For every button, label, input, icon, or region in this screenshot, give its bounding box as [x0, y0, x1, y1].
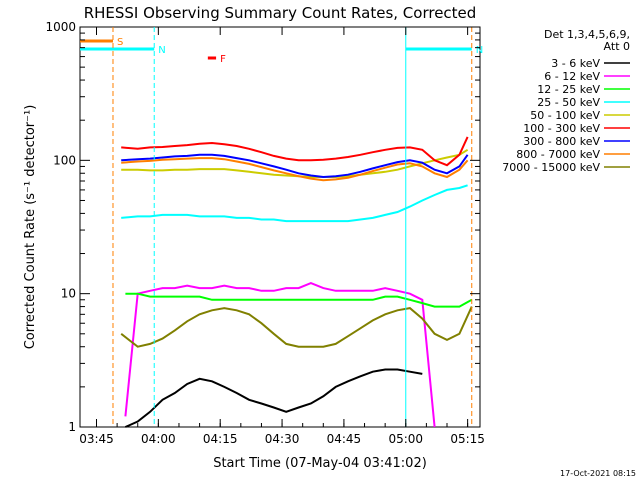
- x-tick-label-4: 04:45: [327, 432, 362, 446]
- series-line-8: [120, 306, 473, 348]
- x-axis-label: Start Time (07-May-04 03:41:02): [213, 456, 427, 471]
- legend-header-1: Att 0: [604, 40, 630, 53]
- series-line-6: [121, 153, 469, 179]
- generation-date: 17-Oct-2021 08:15: [560, 469, 636, 478]
- y-axis-label: Corrected Count Rate (s⁻¹ detector⁻¹): [23, 105, 38, 350]
- legend-label-7: 800 - 7000 keV: [516, 148, 600, 161]
- series-line-0: [124, 368, 423, 428]
- flag-label-0: S: [117, 37, 123, 48]
- plot-frame: [79, 26, 481, 428]
- time-markers: [112, 27, 473, 427]
- series-line-5: [121, 136, 469, 167]
- series-line-1: [124, 282, 436, 428]
- y-tick-label-0: 1: [68, 420, 76, 434]
- legend-label-6: 300 - 800 keV: [523, 135, 600, 148]
- axes: 03:45 04:00 04:15 04:30 04:45 05:00 05:15 1 10 10…: [45, 20, 484, 446]
- flag-label-3: N: [476, 45, 483, 56]
- legend-label-5: 100 - 300 keV: [523, 122, 600, 135]
- legend-label-1: 6 - 12 keV: [544, 70, 600, 83]
- x-tick-label-2: 04:15: [203, 432, 238, 446]
- series-lines: [120, 136, 473, 428]
- y-tick-label-3: 1000: [45, 20, 76, 34]
- legend-label-3: 25 - 50 keV: [537, 96, 600, 109]
- x-tick-label-3: 04:30: [265, 432, 300, 446]
- x-tick-label-5: 05:00: [388, 432, 423, 446]
- series-line-7: [121, 157, 469, 182]
- legend-header-0: Det 1,3,4,5,6,9,: [544, 28, 630, 41]
- legend-label-4: 50 - 100 keV: [530, 109, 600, 122]
- flag-label-1: N: [158, 45, 165, 56]
- y-tick-label-2: 100: [53, 153, 76, 167]
- flag-bars: S N F N: [80, 37, 483, 65]
- flag-label-2: F: [220, 54, 226, 65]
- x-tick-label-6: 05:15: [450, 432, 485, 446]
- chart-title: RHESSI Observing Summary Count Rates, Co…: [84, 4, 477, 22]
- legend-label-8: 7000 - 15000 keV: [502, 161, 600, 174]
- series-line-2: [125, 292, 473, 308]
- legend-label-0: 3 - 6 keV: [551, 57, 600, 70]
- x-tick-label-0: 03:45: [79, 432, 114, 446]
- y-tick-label-1: 10: [61, 287, 76, 301]
- x-tick-label-1: 04:00: [141, 432, 176, 446]
- series-line-3: [121, 184, 468, 223]
- legend-label-2: 12 - 25 keV: [537, 83, 600, 96]
